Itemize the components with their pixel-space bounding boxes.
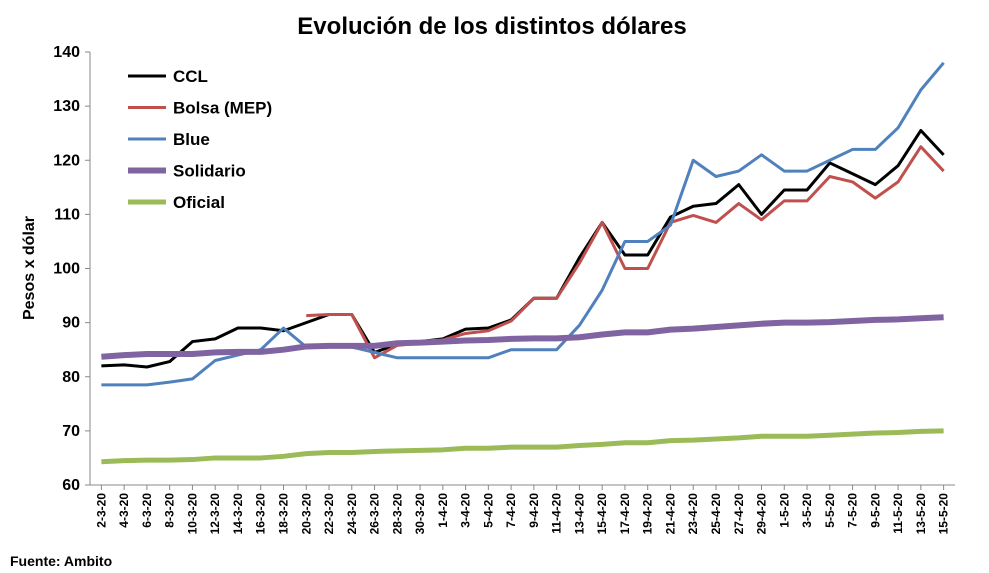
x-tick-label: 15-4-20 — [595, 493, 609, 535]
x-tick-label: 15-5-20 — [937, 493, 951, 535]
x-tick-label: 3-5-20 — [800, 493, 814, 528]
x-tick-label: 13-4-20 — [572, 493, 586, 535]
chart-title: Evolución de los distintos dólares — [297, 13, 686, 40]
y-tick-label: 90 — [62, 315, 80, 332]
x-tick-label: 26-3-20 — [368, 493, 382, 535]
x-tick-label: 4-3-20 — [117, 493, 131, 528]
x-tick-label: 3-4-20 — [459, 493, 473, 528]
y-tick-label: 140 — [53, 44, 80, 61]
legend-label: Oficial — [173, 193, 225, 212]
y-tick-label: 130 — [53, 98, 80, 115]
x-tick-label: 8-3-20 — [163, 493, 177, 528]
x-tick-label: 19-4-20 — [641, 493, 655, 535]
x-tick-label: 14-3-20 — [231, 493, 245, 535]
x-tick-label: 10-3-20 — [185, 493, 199, 535]
x-tick-label: 21-4-20 — [663, 493, 677, 535]
y-tick-label: 100 — [53, 261, 80, 278]
x-tick-label: 12-3-20 — [208, 493, 222, 535]
y-tick-label: 60 — [62, 477, 80, 494]
x-tick-label: 13-5-20 — [914, 493, 928, 535]
x-tick-label: 1-5-20 — [777, 493, 791, 528]
x-tick-label: 30-3-20 — [413, 493, 427, 535]
y-tick-label: 80 — [62, 369, 80, 386]
x-tick-label: 24-3-20 — [345, 493, 359, 535]
x-tick-label: 18-3-20 — [276, 493, 290, 535]
x-tick-label: 22-3-20 — [322, 493, 336, 535]
x-tick-label: 9-4-20 — [527, 493, 541, 528]
series-line — [306, 145, 945, 360]
legend-label: CCL — [173, 67, 208, 86]
x-tick-label: 29-4-20 — [755, 493, 769, 535]
x-tick-label: 28-3-20 — [390, 493, 404, 535]
x-tick-label: 17-4-20 — [618, 493, 632, 535]
y-tick-label: 70 — [62, 423, 80, 440]
x-tick-label: 6-3-20 — [140, 493, 154, 528]
y-tick-label: 110 — [54, 206, 80, 223]
y-axis-label: Pesos x dólar — [21, 216, 38, 320]
x-tick-label: 7-5-20 — [846, 493, 860, 528]
legend-label: Bolsa (MEP) — [173, 99, 272, 118]
x-tick-label: 2-3-20 — [94, 493, 108, 528]
x-tick-label: 27-4-20 — [732, 493, 746, 535]
legend-label: Blue — [173, 130, 210, 149]
x-tick-label: 7-4-20 — [504, 493, 518, 528]
x-tick-label: 23-4-20 — [686, 493, 700, 535]
x-tick-label: 1-4-20 — [436, 493, 450, 528]
x-tick-label: 5-5-20 — [823, 493, 837, 528]
x-tick-label: 25-4-20 — [709, 493, 723, 535]
x-tick-label: 20-3-20 — [299, 493, 313, 535]
x-tick-label: 11-5-20 — [891, 493, 905, 534]
x-tick-label: 5-4-20 — [481, 493, 495, 528]
series-line — [101, 428, 944, 465]
x-tick-label: 11-4-20 — [550, 493, 564, 534]
y-tick-label: 120 — [53, 152, 80, 169]
x-tick-label: 9-5-20 — [868, 493, 882, 528]
legend-label: Solidario — [173, 162, 246, 181]
series-line — [101, 314, 944, 360]
source-note: Fuente: Ambito — [10, 553, 112, 569]
x-tick-label: 16-3-20 — [254, 493, 268, 535]
